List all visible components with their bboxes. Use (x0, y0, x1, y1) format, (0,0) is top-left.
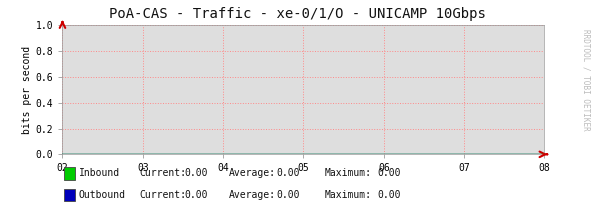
Text: 0.00: 0.00 (277, 168, 300, 178)
Text: RRDTOOL / TOBI OETIKER: RRDTOOL / TOBI OETIKER (581, 29, 591, 131)
Text: Current:: Current: (140, 168, 187, 178)
Text: 0.00: 0.00 (277, 190, 300, 200)
Text: 0.00: 0.00 (378, 168, 401, 178)
Y-axis label: bits per second: bits per second (21, 46, 32, 134)
Text: Current:: Current: (140, 190, 187, 200)
Text: Outbound: Outbound (79, 190, 126, 200)
Text: Inbound: Inbound (79, 168, 120, 178)
Text: 0.00: 0.00 (184, 168, 208, 178)
Text: Maximum:: Maximum: (324, 190, 371, 200)
Text: Average:: Average: (229, 190, 276, 200)
Text: 0.00: 0.00 (184, 190, 208, 200)
Text: 0.00: 0.00 (378, 190, 401, 200)
Text: Average:: Average: (229, 168, 276, 178)
Text: PoA-CAS - Traffic - xe-0/1/O - UNICAMP 10Gbps: PoA-CAS - Traffic - xe-0/1/O - UNICAMP 1… (109, 7, 486, 21)
Text: Maximum:: Maximum: (324, 168, 371, 178)
